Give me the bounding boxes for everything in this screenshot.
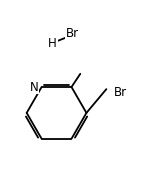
Text: Br: Br (66, 27, 79, 40)
Text: H: H (48, 37, 57, 50)
Text: N: N (29, 81, 38, 94)
Text: Br: Br (114, 86, 127, 99)
